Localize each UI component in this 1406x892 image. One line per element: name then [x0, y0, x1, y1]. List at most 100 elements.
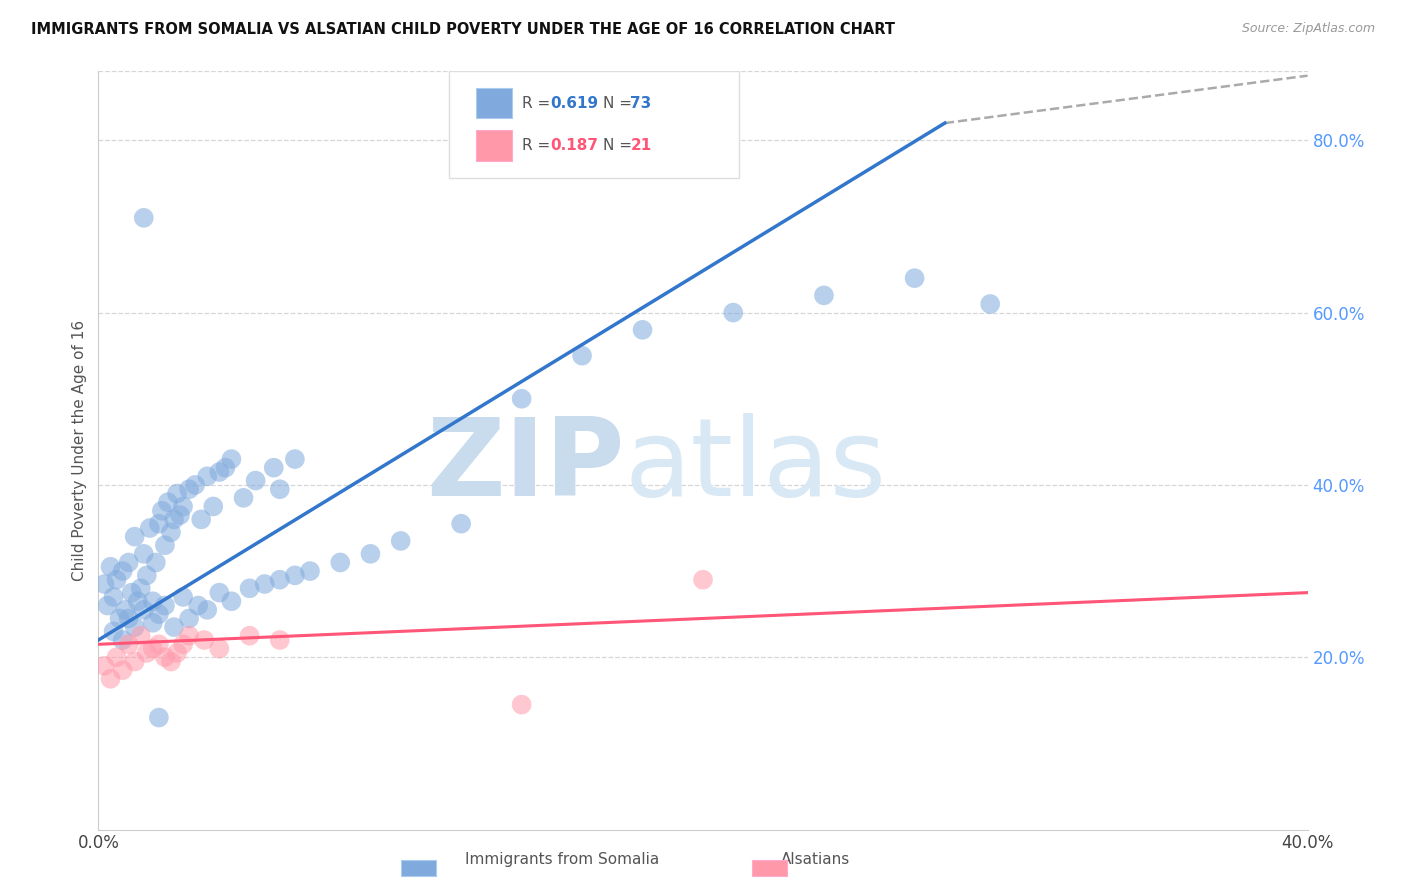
- Point: [142, 594, 165, 608]
- Point: [118, 556, 141, 570]
- Point: [631, 323, 654, 337]
- Point: [148, 516, 170, 531]
- Point: [184, 478, 207, 492]
- Point: [179, 611, 201, 625]
- Point: [135, 646, 157, 660]
- FancyBboxPatch shape: [475, 88, 512, 119]
- Point: [111, 564, 134, 578]
- Text: Immigrants from Somalia: Immigrants from Somalia: [465, 852, 659, 867]
- Y-axis label: Child Poverty Under the Age of 16: Child Poverty Under the Age of 16: [72, 320, 87, 581]
- Point: [124, 655, 146, 669]
- Point: [127, 594, 149, 608]
- Point: [100, 559, 122, 574]
- Text: Source: ZipAtlas.com: Source: ZipAtlas.com: [1241, 22, 1375, 36]
- Point: [150, 504, 173, 518]
- FancyBboxPatch shape: [449, 71, 740, 178]
- Point: [105, 650, 128, 665]
- Point: [179, 482, 201, 496]
- Point: [166, 486, 188, 500]
- Point: [132, 603, 155, 617]
- Point: [156, 495, 179, 509]
- Text: N =: N =: [603, 138, 637, 153]
- Point: [124, 530, 146, 544]
- Point: [263, 460, 285, 475]
- Text: 0.187: 0.187: [551, 138, 599, 153]
- Point: [103, 590, 125, 604]
- Point: [195, 469, 218, 483]
- Point: [904, 271, 927, 285]
- Point: [193, 633, 215, 648]
- Point: [221, 452, 243, 467]
- Point: [187, 599, 209, 613]
- Point: [142, 615, 165, 630]
- Point: [360, 547, 382, 561]
- Point: [450, 516, 472, 531]
- Point: [124, 620, 146, 634]
- Point: [190, 512, 212, 526]
- Text: IMMIGRANTS FROM SOMALIA VS ALSATIAN CHILD POVERTY UNDER THE AGE OF 16 CORRELATIO: IMMIGRANTS FROM SOMALIA VS ALSATIAN CHIL…: [31, 22, 896, 37]
- Point: [208, 585, 231, 599]
- Text: N =: N =: [603, 95, 637, 111]
- Point: [239, 582, 262, 596]
- Point: [142, 641, 165, 656]
- Point: [121, 585, 143, 599]
- Point: [111, 633, 134, 648]
- Point: [111, 663, 134, 677]
- Point: [269, 573, 291, 587]
- Text: ZIP: ZIP: [426, 413, 624, 518]
- Text: R =: R =: [522, 138, 555, 153]
- Point: [195, 603, 218, 617]
- Point: [239, 629, 262, 643]
- Text: 0.619: 0.619: [551, 95, 599, 111]
- Point: [166, 646, 188, 660]
- Point: [93, 577, 115, 591]
- Point: [172, 637, 194, 651]
- Point: [284, 452, 307, 467]
- Point: [139, 521, 162, 535]
- Point: [105, 573, 128, 587]
- Point: [723, 305, 745, 319]
- Point: [148, 607, 170, 622]
- Point: [118, 637, 141, 651]
- Point: [172, 500, 194, 514]
- Point: [114, 603, 136, 617]
- Point: [510, 698, 533, 712]
- Point: [100, 672, 122, 686]
- Point: [269, 482, 291, 496]
- Text: Alsatians: Alsatians: [780, 852, 851, 867]
- Point: [96, 599, 118, 613]
- Point: [510, 392, 533, 406]
- Point: [118, 611, 141, 625]
- Point: [135, 568, 157, 582]
- Point: [214, 460, 236, 475]
- Point: [232, 491, 254, 505]
- Point: [245, 474, 267, 488]
- Point: [160, 655, 183, 669]
- Point: [132, 547, 155, 561]
- Point: [571, 349, 593, 363]
- Point: [153, 650, 176, 665]
- Point: [208, 641, 231, 656]
- Point: [145, 556, 167, 570]
- Point: [208, 465, 231, 479]
- Point: [221, 594, 243, 608]
- Point: [163, 512, 186, 526]
- Point: [389, 533, 412, 548]
- Point: [163, 620, 186, 634]
- Point: [202, 500, 225, 514]
- Text: R =: R =: [522, 95, 555, 111]
- Text: 21: 21: [630, 138, 652, 153]
- Text: atlas: atlas: [624, 413, 886, 518]
- Point: [253, 577, 276, 591]
- Point: [153, 599, 176, 613]
- Point: [103, 624, 125, 639]
- Point: [153, 538, 176, 552]
- Point: [172, 590, 194, 604]
- Point: [692, 573, 714, 587]
- Point: [813, 288, 835, 302]
- Point: [129, 582, 152, 596]
- Point: [132, 211, 155, 225]
- Point: [160, 525, 183, 540]
- Point: [269, 633, 291, 648]
- Point: [979, 297, 1001, 311]
